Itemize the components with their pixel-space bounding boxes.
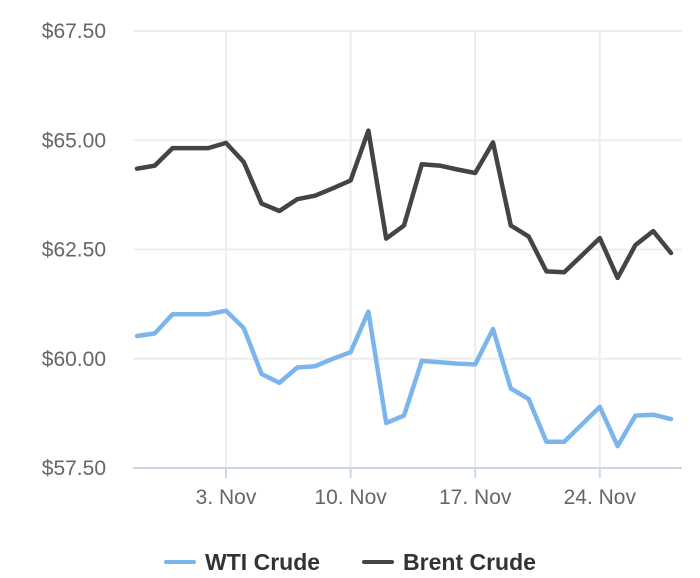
x-axis-label: 3. Nov	[196, 486, 257, 509]
legend-label-wti-crude: WTI Crude	[205, 548, 321, 575]
legend-label-brent-crude: Brent Crude	[403, 548, 536, 575]
brent-line-swatch-icon	[362, 560, 395, 564]
y-axis-label: $57.50	[42, 457, 106, 480]
legend-item-brent-crude[interactable]: Brent Crude	[362, 548, 536, 575]
x-axis-label: 24. Nov	[564, 486, 637, 509]
x-axis-label: 17. Nov	[439, 486, 512, 509]
series-line-brent-crude	[134, 128, 674, 281]
x-axis-label: 10. Nov	[314, 486, 387, 509]
wti-line-swatch-icon	[164, 560, 197, 564]
series-line-wti-crude	[134, 308, 674, 449]
y-axis-label: $67.50	[42, 20, 106, 43]
y-axis-label: $65.00	[42, 129, 106, 152]
plot-area: 3. Nov 10. Nov 17. Nov 24. Nov $67.50 $65.00 $…	[42, 20, 682, 509]
y-axis-label: $62.50	[42, 239, 106, 262]
legend-item-wti-crude[interactable]: WTI Crude	[164, 548, 321, 575]
y-axis-label: $60.00	[42, 348, 106, 371]
chart-legend: WTI Crude Brent Crude	[0, 546, 700, 578]
